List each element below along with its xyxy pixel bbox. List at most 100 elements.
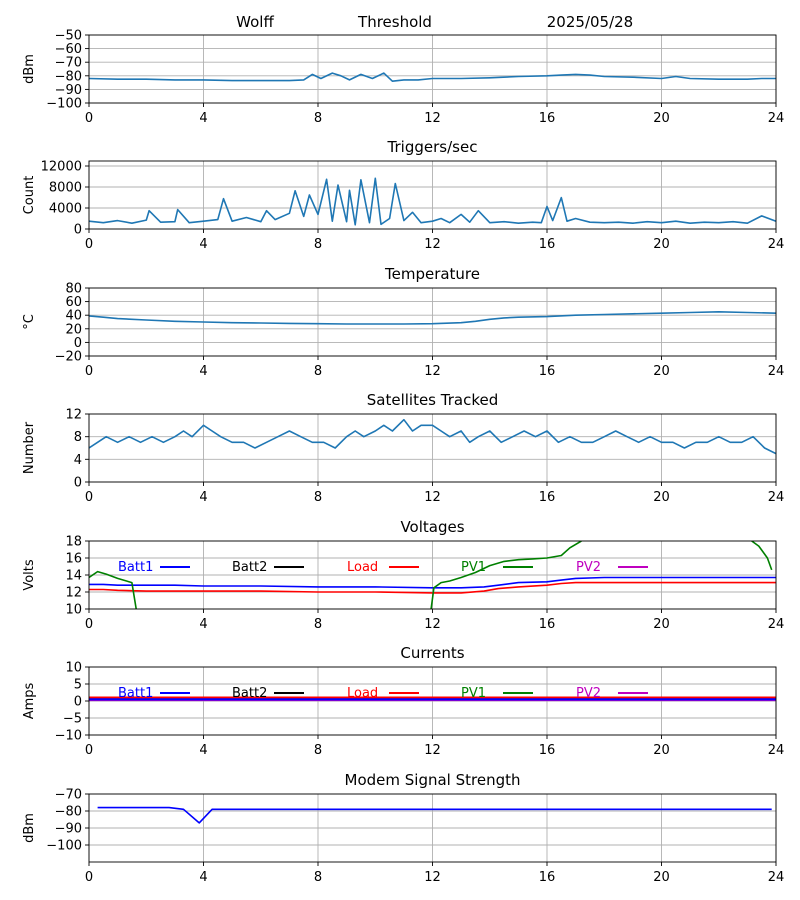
- x-tick-label: 0: [85, 237, 93, 252]
- y-tick-label: −100: [46, 839, 82, 854]
- series-group: [97, 806, 772, 824]
- x-tick-label: 16: [539, 870, 556, 885]
- x-tick-label: 20: [653, 490, 670, 505]
- y-tick-label: −80: [55, 69, 82, 84]
- y-tick-label: 20: [65, 322, 82, 337]
- x-tick-label: 12: [424, 743, 441, 758]
- plot-frame: [88, 34, 777, 104]
- y-axis-label: Count: [22, 176, 37, 215]
- legend: Batt1 Batt2 Load PV1 PV2: [118, 560, 648, 575]
- x-tick-label: 0: [85, 617, 93, 632]
- x-tick-label: 16: [539, 237, 556, 252]
- series-group: [89, 418, 776, 455]
- x-tick-label: 4: [199, 870, 207, 885]
- plot-frame: [88, 160, 777, 230]
- series-line-data: [89, 72, 776, 82]
- x-tick-label: 4: [199, 617, 207, 632]
- y-axis-label: dBm: [22, 813, 37, 843]
- legend-label-batt2: Batt2: [232, 686, 267, 701]
- x-tick-label: 4: [199, 364, 207, 379]
- x-tick-label: 24: [768, 870, 785, 885]
- series-line-data: [89, 177, 776, 226]
- series-line-load: [89, 581, 776, 594]
- y-tick-label: 18: [65, 535, 82, 550]
- x-tick-label: 8: [314, 364, 322, 379]
- y-tick-label: 4000: [49, 202, 82, 217]
- series-line-data: [89, 418, 776, 455]
- y-tick-label: 12: [65, 586, 82, 601]
- plot-frame: [88, 413, 777, 483]
- y-tick-label: 10: [65, 661, 82, 676]
- x-tick-label: 8: [314, 111, 322, 126]
- x-tick-label: 12: [424, 364, 441, 379]
- x-tick-label: 20: [653, 237, 670, 252]
- y-tick-label: 0: [74, 223, 82, 238]
- y-tick-label: 40: [65, 309, 82, 324]
- x-tick-label: 24: [768, 617, 785, 632]
- chart-title: Temperature: [384, 265, 480, 283]
- chart-title: Triggers/sec: [387, 138, 478, 156]
- legend-label-pv2: PV2: [576, 560, 601, 575]
- header-mode: Threshold: [357, 13, 432, 31]
- header-station: Wolff: [236, 13, 274, 31]
- chart-panel-1: 0 4 8 12 16 20 24 −100−90−80−70−60−50 dBm: [22, 29, 784, 127]
- x-tick-label: 8: [314, 743, 322, 758]
- x-tick-label: 8: [314, 237, 322, 252]
- y-axis-label: Amps: [22, 682, 37, 719]
- legend-label-pv1: PV1: [461, 560, 486, 575]
- y-tick-label: 0: [74, 336, 82, 351]
- y-tick-label: −90: [55, 822, 82, 837]
- plot-frame: [88, 793, 777, 863]
- plot-frame: [88, 666, 777, 736]
- y-tick-label: 0: [74, 476, 82, 491]
- x-tick-label: 24: [768, 364, 785, 379]
- chart-panel-7: Modem Signal Strength 0 4 8 12 16 20 24 −100 −90 −…: [22, 771, 784, 885]
- x-tick-label: 12: [424, 617, 441, 632]
- chart-title: Currents: [400, 644, 464, 662]
- y-tick-label: −70: [55, 56, 82, 71]
- series-group: [89, 541, 776, 609]
- y-tick-label: 14: [65, 569, 82, 584]
- series-group: [89, 177, 776, 226]
- x-tick-label: 20: [653, 364, 670, 379]
- y-axis-label: Volts: [22, 559, 37, 591]
- series-line-data: [89, 310, 776, 325]
- y-tick-label: 4: [74, 453, 82, 468]
- y-tick-label: 8000: [49, 181, 82, 196]
- y-tick-label: 5: [74, 678, 82, 693]
- y-tick-label: −80: [55, 805, 82, 820]
- series-line-pv1: [430, 541, 582, 609]
- x-tick-label: 20: [653, 743, 670, 758]
- x-tick-label: 8: [314, 490, 322, 505]
- plot-frame: [88, 540, 777, 610]
- y-tick-label: 16: [65, 552, 82, 567]
- y-tick-label: 8: [74, 430, 82, 445]
- x-tick-label: 20: [653, 111, 670, 126]
- legend: Batt1 Batt2 Load PV1 PV2: [118, 686, 648, 701]
- x-tick-label: 24: [768, 237, 785, 252]
- y-tick-label: −50: [55, 29, 82, 44]
- chart-panel-2: Triggers/sec 0 4 8 12 16 20 24 0 4000 8000 12000 Cou…: [22, 138, 784, 252]
- x-tick-label: 12: [424, 870, 441, 885]
- series-line-data: [97, 806, 772, 824]
- x-tick-label: 16: [539, 111, 556, 126]
- x-tick-label: 0: [85, 111, 93, 126]
- x-tick-label: 0: [85, 490, 93, 505]
- chart-title: Modem Signal Strength: [345, 771, 521, 789]
- x-tick-label: 8: [314, 617, 322, 632]
- x-tick-label: 16: [539, 743, 556, 758]
- y-tick-label: −20: [55, 350, 82, 365]
- chart-title: Voltages: [400, 518, 464, 536]
- x-tick-label: 24: [768, 111, 785, 126]
- header-date: 2025/05/28: [547, 13, 633, 31]
- chart-panel-4: Satellites Tracked 0 4 8 12 16 20 24 0 4 8 12 Number: [22, 391, 784, 505]
- y-axis-label: Number: [22, 421, 37, 474]
- y-tick-label: 10: [65, 603, 82, 618]
- y-tick-label: −90: [55, 83, 82, 98]
- y-tick-label: 80: [65, 282, 82, 297]
- series-group: [89, 310, 776, 325]
